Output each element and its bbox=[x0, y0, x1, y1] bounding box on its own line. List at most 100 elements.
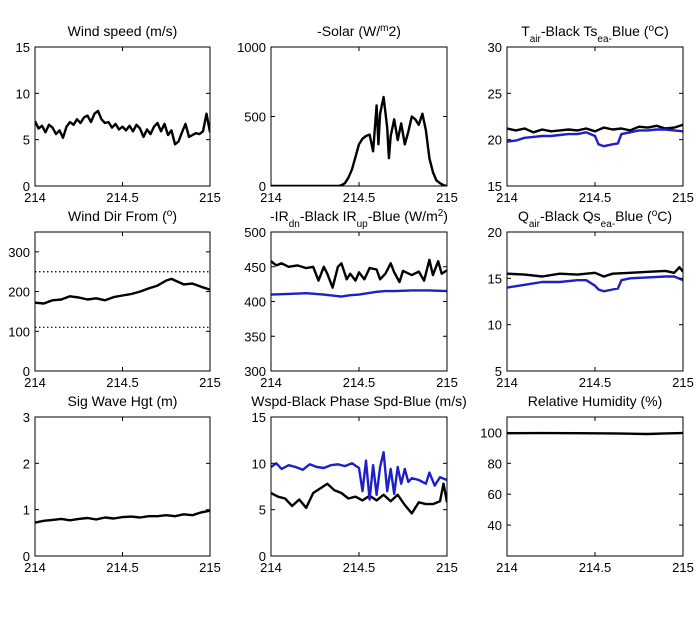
y-tick-label: 200 bbox=[8, 285, 30, 300]
x-tick-label: 215 bbox=[672, 560, 694, 575]
x-tick-label: 215 bbox=[199, 560, 221, 575]
chart-panel: Relative Humidity (%) 40 60 80 100 214 214.5 21… bbox=[480, 393, 694, 575]
chart-panel: Tair-Black Tsea-Blue (oC) 15 20 25 30 214 214.… bbox=[488, 23, 694, 206]
x-tick-label: 214 bbox=[260, 560, 282, 575]
series-line bbox=[35, 109, 210, 146]
chart-title: -Solar (W/m2) bbox=[317, 23, 401, 40]
y-tick-label: 20 bbox=[488, 133, 502, 148]
x-tick-label: 214 bbox=[496, 190, 518, 205]
y-tick-label: 0 bbox=[259, 179, 266, 194]
y-tick-label: 10 bbox=[488, 318, 502, 333]
chart-panel: Wind Dir From (o) 0 100 200 300 214 214.5 215 bbox=[8, 208, 221, 391]
y-tick-label: 5 bbox=[259, 503, 266, 518]
chart-panel: -Solar (W/m2) 0 500 1000 214 214.5 215 bbox=[237, 23, 458, 206]
x-tick-label: 215 bbox=[199, 190, 221, 205]
y-tick-label: 0 bbox=[259, 549, 266, 564]
series-line bbox=[507, 128, 683, 148]
plot-frame bbox=[506, 416, 684, 557]
x-tick-label: 214.5 bbox=[579, 190, 612, 205]
y-tick-label: 500 bbox=[244, 225, 266, 240]
y-tick-label: 300 bbox=[8, 245, 30, 260]
chart-title: Wspd-Black Phase Spd-Blue (m/s) bbox=[251, 393, 467, 409]
y-tick-label: 20 bbox=[488, 225, 502, 240]
chart-title: Wind speed (m/s) bbox=[68, 23, 178, 39]
plot-frame bbox=[34, 416, 211, 557]
x-tick-label: 215 bbox=[436, 560, 458, 575]
series-line bbox=[507, 266, 683, 278]
y-tick-label: 1 bbox=[23, 503, 30, 518]
x-tick-label: 214.5 bbox=[106, 190, 139, 205]
series-line bbox=[507, 123, 683, 134]
x-tick-label: 214.5 bbox=[579, 560, 612, 575]
x-tick-label: 214 bbox=[24, 560, 46, 575]
x-tick-label: 215 bbox=[436, 375, 458, 390]
y-tick-label: 15 bbox=[16, 40, 30, 55]
chart-title: Relative Humidity (%) bbox=[528, 393, 663, 409]
y-tick-label: 500 bbox=[244, 110, 266, 125]
x-tick-label: 214.5 bbox=[579, 375, 612, 390]
y-tick-label: 0 bbox=[23, 364, 30, 379]
series-line bbox=[507, 431, 683, 436]
series-line bbox=[35, 277, 210, 305]
y-tick-label: 5 bbox=[495, 364, 502, 379]
y-tick-label: 15 bbox=[488, 271, 502, 286]
y-tick-label: 400 bbox=[244, 295, 266, 310]
series-line bbox=[271, 289, 447, 298]
x-tick-label: 214 bbox=[496, 560, 518, 575]
x-tick-label: 214 bbox=[260, 375, 282, 390]
x-tick-label: 214.5 bbox=[343, 375, 376, 390]
x-tick-label: 214 bbox=[24, 375, 46, 390]
x-tick-label: 214.5 bbox=[106, 375, 139, 390]
x-tick-label: 214.5 bbox=[106, 560, 139, 575]
y-tick-label: 60 bbox=[488, 487, 502, 502]
y-tick-label: 1000 bbox=[237, 40, 266, 55]
y-tick-label: 30 bbox=[488, 40, 502, 55]
plot-frame bbox=[506, 46, 684, 187]
plot-frame bbox=[270, 416, 448, 557]
y-tick-label: 100 bbox=[480, 425, 502, 440]
x-tick-label: 215 bbox=[672, 190, 694, 205]
chart-panel: Wind speed (m/s) 0 5 10 15 214 214.5 215 bbox=[16, 23, 221, 205]
chart-title: -IRdn-Black IRup-Blue (W/m2) bbox=[270, 208, 448, 230]
series-line bbox=[271, 258, 447, 289]
x-tick-label: 214.5 bbox=[343, 560, 376, 575]
plot-frame bbox=[34, 231, 211, 372]
chart-panel: Qair-Black Qsea-Blue (oC) 5 10 15 20 214 214.5… bbox=[488, 208, 694, 391]
series-line bbox=[271, 451, 447, 501]
y-tick-label: 15 bbox=[488, 179, 502, 194]
y-tick-label: 300 bbox=[244, 364, 266, 379]
series-line bbox=[271, 482, 447, 515]
chart-title: Tair-Black Tsea-Blue (oC) bbox=[521, 23, 669, 45]
series-line bbox=[35, 509, 210, 524]
chart-panel: Wspd-Black Phase Spd-Blue (m/s) 0 5 10 15 214… bbox=[251, 393, 467, 575]
y-tick-label: 40 bbox=[488, 518, 502, 533]
x-tick-label: 215 bbox=[672, 375, 694, 390]
y-tick-label: 2 bbox=[23, 456, 30, 471]
y-tick-label: 100 bbox=[8, 324, 30, 339]
chart-panel: -IRdn-Black IRup-Blue (W/m2) 300 350 400 450… bbox=[244, 208, 458, 391]
chart-title: Sig Wave Hgt (m) bbox=[68, 393, 178, 409]
y-tick-label: 350 bbox=[244, 329, 266, 344]
chart-panel: Sig Wave Hgt (m) 0 1 2 3 214 214.5 215 bbox=[23, 393, 221, 575]
x-tick-label: 215 bbox=[199, 375, 221, 390]
plot-frame bbox=[34, 46, 211, 187]
x-tick-label: 214 bbox=[496, 375, 518, 390]
x-tick-label: 215 bbox=[436, 190, 458, 205]
y-tick-label: 10 bbox=[252, 456, 266, 471]
x-tick-label: 214.5 bbox=[343, 190, 376, 205]
plot-frame bbox=[270, 231, 448, 372]
x-tick-label: 214 bbox=[260, 190, 282, 205]
series-line bbox=[507, 275, 683, 293]
plot-frame bbox=[506, 231, 684, 372]
chart-title: Qair-Black Qsea-Blue (oC) bbox=[518, 208, 672, 230]
y-tick-label: 0 bbox=[23, 549, 30, 564]
y-tick-label: 15 bbox=[252, 410, 266, 425]
y-tick-label: 450 bbox=[244, 260, 266, 275]
y-tick-label: 3 bbox=[23, 410, 30, 425]
y-tick-label: 25 bbox=[488, 86, 502, 101]
series-line bbox=[271, 95, 447, 186]
y-tick-label: 10 bbox=[16, 86, 30, 101]
y-tick-label: 80 bbox=[488, 456, 502, 471]
y-tick-label: 0 bbox=[23, 179, 30, 194]
